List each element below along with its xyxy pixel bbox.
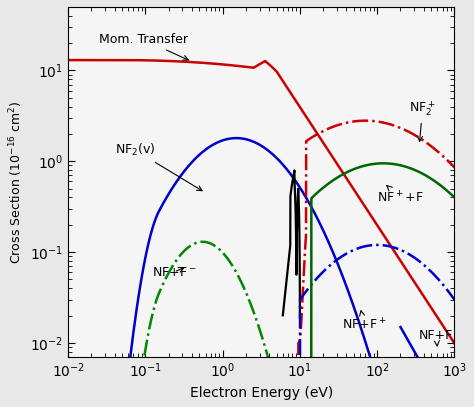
Y-axis label: Cross Section (10$^{-16}$ cm$^2$): Cross Section (10$^{-16}$ cm$^2$) <box>7 100 25 264</box>
Text: NF+F: NF+F <box>419 329 454 346</box>
Text: Mom. Transfer: Mom. Transfer <box>99 33 188 60</box>
Text: NF+F$^+$: NF+F$^+$ <box>342 311 386 333</box>
Text: NF$_2$(v): NF$_2$(v) <box>115 142 202 191</box>
Text: NF$^+$+F: NF$^+$+F <box>377 186 424 206</box>
X-axis label: Electron Energy (eV): Electron Energy (eV) <box>190 386 333 400</box>
Text: NF$_2^+$: NF$_2^+$ <box>409 99 436 141</box>
Text: NF+F$^-$: NF+F$^-$ <box>152 266 196 279</box>
